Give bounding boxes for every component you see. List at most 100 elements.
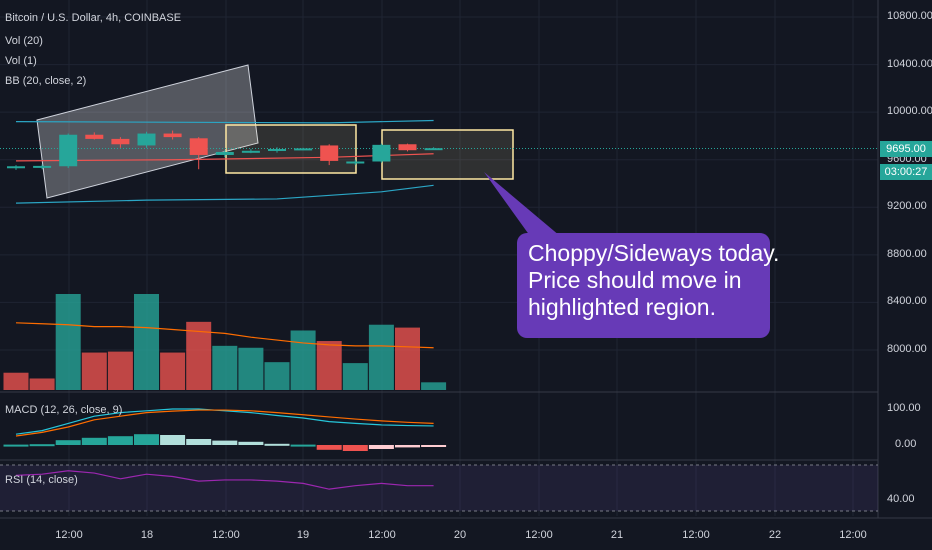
candle-body (111, 138, 130, 145)
volume-ma-line (15, 322, 434, 349)
macd-histogram-bar (107, 436, 133, 445)
time-tick-label: 12:00 (839, 529, 867, 541)
callout-line-3: highlighted region. (528, 294, 716, 320)
macd-histogram-bar (3, 444, 29, 447)
price-tick-label: 10800.00 (887, 10, 932, 22)
macd-histogram-bar (316, 445, 342, 450)
macd-histogram-bar (342, 445, 368, 451)
macd-histogram-bar (134, 434, 159, 445)
candle-body (163, 133, 182, 138)
price-tick-label: 8800.00 (887, 247, 927, 260)
candle-body (7, 166, 25, 169)
time-tick-label: 22 (768, 529, 782, 541)
candle-body (189, 138, 208, 155)
symbol-title: Bitcoin / U.S. Dollar, 4h, COINBASE (5, 12, 182, 24)
volume-bar (368, 324, 394, 390)
price-tick-label: 8000.00 (887, 343, 927, 355)
candle-body (398, 144, 417, 151)
time-tick-label: 19 (296, 529, 310, 541)
volume-bar (186, 321, 212, 390)
candle-body (33, 165, 52, 168)
volume-bar (395, 327, 420, 390)
volume-bar (342, 363, 368, 390)
volume-bar (134, 294, 159, 390)
macd-histogram-bar (368, 445, 394, 449)
macd-signal-line (15, 409, 434, 437)
candle-body (268, 149, 286, 152)
volume-bar (316, 341, 342, 390)
volume-bar (29, 378, 55, 390)
callout-line-2: Price should move in (528, 267, 742, 293)
candle-body (424, 148, 443, 151)
volume-bar (264, 362, 290, 390)
price-tick-label: 10000.00 (887, 105, 932, 118)
time-tick-label: 12:00 (368, 529, 396, 541)
macd-histogram-bar (421, 445, 447, 447)
candle-body (215, 151, 234, 155)
volume-bar (238, 347, 264, 390)
drawings (0, 64, 878, 236)
time-tick-label: 12:00 (525, 529, 553, 541)
candle-body (59, 134, 78, 167)
rsi-line (15, 470, 434, 490)
trend-channel-drawing (36, 64, 259, 199)
macd-histogram-bar (395, 445, 420, 448)
price-tick-label: 8400.00 (887, 295, 927, 308)
indicator-vol20[interactable]: Vol (20) (5, 35, 43, 47)
volume-bar (212, 345, 238, 390)
callout-pointer (484, 172, 560, 236)
macd-histogram-bar (186, 439, 212, 445)
candle-body (85, 134, 104, 139)
last-price-tag: 9695.00 (880, 141, 932, 157)
macd-tick-label: 100.00 (887, 402, 921, 414)
candle-body (241, 150, 260, 153)
macd-histogram-bar (264, 443, 290, 446)
volume-bar (81, 352, 107, 390)
candle-body (346, 161, 365, 164)
time-tick-label: 12:00 (55, 529, 83, 541)
grid (0, 0, 932, 519)
volume-bar (107, 351, 133, 390)
macd-histogram-bar (290, 444, 316, 447)
countdown-tag: 03:00:27 (880, 164, 932, 180)
volume-bars (3, 294, 447, 390)
callout-line-1: Choppy/Sideways today. (528, 240, 780, 266)
time-tick-label: 21 (610, 529, 624, 541)
macd-histogram-bar (160, 435, 186, 445)
candle-body (320, 145, 339, 161)
macd-pane (3, 408, 447, 451)
rsi-band (0, 465, 878, 511)
annotation-callout[interactable]: Choppy/Sideways today. Price should move… (517, 233, 780, 338)
volume-bar (290, 330, 316, 390)
bb-lower-line (15, 184, 434, 204)
macd-line (15, 408, 434, 435)
macd-label[interactable]: MACD (12, 26, close, 9) (5, 404, 123, 416)
rsi-pane (0, 464, 878, 512)
candle-body (137, 133, 156, 146)
macd-histogram-bar (212, 440, 238, 445)
macd-histogram-bar (81, 437, 107, 445)
volume-bar (421, 382, 447, 390)
volume-bar (55, 294, 81, 390)
time-tick-label: 18 (140, 529, 154, 541)
macd-tick-label: 0.00 (895, 438, 917, 450)
macd-histogram-bar (55, 440, 81, 445)
time-tick-label: 12:00 (682, 529, 710, 541)
indicator-bb[interactable]: BB (20, close, 2) (5, 75, 87, 87)
volume-bar (160, 352, 186, 390)
macd-histogram-bar (238, 441, 264, 445)
time-tick-label: 12:00 (212, 529, 240, 541)
volume-bar (3, 372, 29, 390)
rsi-label[interactable]: RSI (14, close) (5, 474, 78, 486)
candles (7, 130, 443, 170)
indicator-vol1[interactable]: Vol (1) (5, 55, 37, 67)
rsi-tick-label: 40.00 (887, 492, 915, 505)
macd-histogram-bar (29, 444, 55, 447)
price-tick-label: 9200.00 (887, 200, 927, 213)
price-tick-label: 10400.00 (887, 57, 932, 70)
time-tick-label: 20 (453, 529, 467, 541)
bb-upper-line (15, 119, 434, 124)
candle-body (294, 148, 313, 151)
candle-body (372, 144, 391, 162)
